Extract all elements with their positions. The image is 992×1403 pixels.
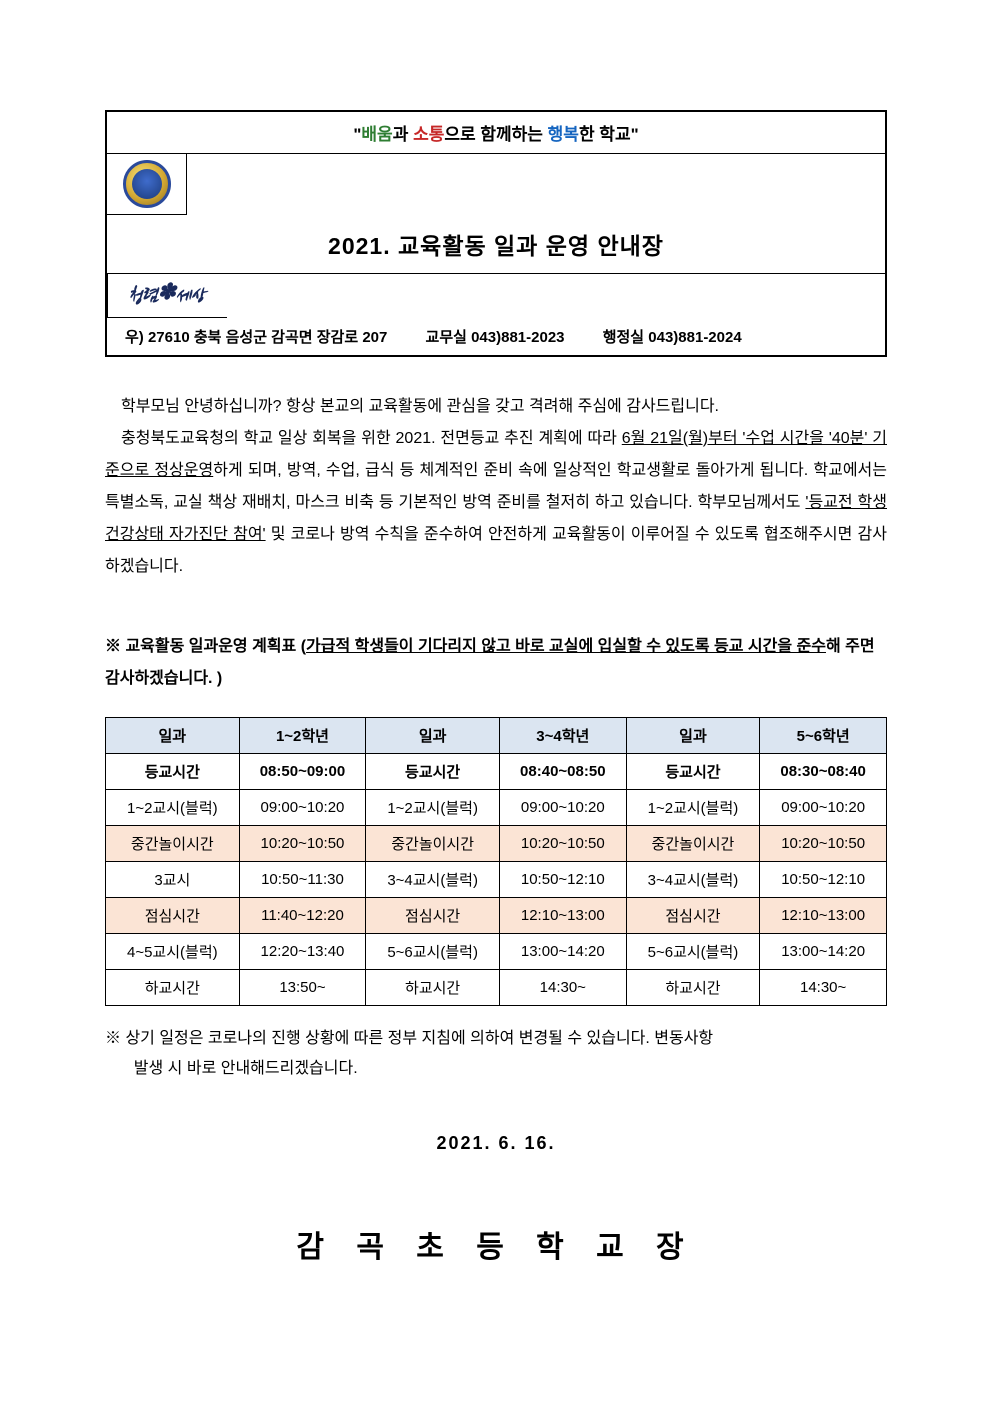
schedule-note-underline: 가급적 학생들이 기다리지 않고 바로 교실에 입실할 수 있도록 등교 시간을… <box>306 638 826 655</box>
slogan-t1: 과 <box>393 125 413 144</box>
schedule-time-cell: 14:30~ <box>760 970 887 1006</box>
slogan-word-1: 배움 <box>361 125 392 144</box>
schedule-label-cell: 5~6교시(블럭) <box>626 934 760 970</box>
schedule-col-3: 3~4학년 <box>499 718 626 754</box>
schedule-label-cell: 등교시간 <box>626 754 760 790</box>
schedule-time-cell: 10:20~10:50 <box>239 826 366 862</box>
footnote-line1: ※ 상기 일정은 코로나의 진행 상황에 따른 정부 지침에 의하여 변경될 수… <box>105 1030 713 1047</box>
schedule-note: ※ 교육활동 일과운영 계획표 (가급적 학생들이 기다리지 않고 바로 교실에… <box>105 631 887 695</box>
schedule-row: 4~5교시(블럭)12:20~13:405~6교시(블럭)13:00~14:20… <box>106 934 887 970</box>
schedule-row: 점심시간11:40~12:20점심시간12:10~13:00점심시간12:10~… <box>106 898 887 934</box>
contact-office1: 교무실 043)881-2023 <box>426 326 565 347</box>
schedule-label-cell: 점심시간 <box>626 898 760 934</box>
contact-office1-label: 교무실 <box>426 329 467 346</box>
schedule-col-1: 1~2학년 <box>239 718 366 754</box>
document-header: "배움과 소통으로 함께하는 행복한 학교" 2021. 교육활동 일과 운영 … <box>105 110 887 357</box>
integrity-logo-cell: 청렴✽세상 <box>107 274 227 318</box>
body-p2a: 충청북도교육청의 학교 일상 회복을 위한 2021. 전면등교 추진 계획에 … <box>121 430 622 447</box>
integrity-logo-text: 청렴✽세상 <box>129 280 206 311</box>
schedule-time-cell: 13:50~ <box>239 970 366 1006</box>
schedule-label-cell: 5~6교시(블럭) <box>366 934 500 970</box>
schedule-time-cell: 08:40~08:50 <box>499 754 626 790</box>
schedule-time-cell: 10:20~10:50 <box>499 826 626 862</box>
body-p1: 학부모님 안녕하십니까? 항상 본교의 교육활동에 관심을 갖고 격려해 주심에… <box>105 391 887 423</box>
document-title: 2021. 교육활동 일과 운영 안내장 <box>107 215 885 274</box>
schedule-col-4: 일과 <box>626 718 760 754</box>
schedule-label-cell: 등교시간 <box>106 754 240 790</box>
contact-office2-label: 행정실 <box>603 329 644 346</box>
contact-office2-num: 043)881-2024 <box>648 329 741 346</box>
schedule-col-0: 일과 <box>106 718 240 754</box>
schedule-time-cell: 10:50~11:30 <box>239 862 366 898</box>
schedule-label-cell: 4~5교시(블럭) <box>106 934 240 970</box>
schedule-label-cell: 등교시간 <box>366 754 500 790</box>
schedule-col-5: 5~6학년 <box>760 718 887 754</box>
schedule-label-cell: 1~2교시(블럭) <box>626 790 760 826</box>
document-date: 2021. 6. 16. <box>105 1133 887 1154</box>
slogan-word-3: 행복 <box>548 125 579 144</box>
schedule-label-cell: 하교시간 <box>106 970 240 1006</box>
schedule-row: 중간놀이시간10:20~10:50중간놀이시간10:20~10:50중간놀이시간… <box>106 826 887 862</box>
schedule-time-cell: 08:30~08:40 <box>760 754 887 790</box>
school-badge-icon <box>123 160 171 208</box>
schedule-time-cell: 09:00~10:20 <box>760 790 887 826</box>
slogan-word-2: 소통 <box>413 125 444 144</box>
schedule-label-cell: 중간놀이시간 <box>106 826 240 862</box>
schedule-label-cell: 3~4교시(블럭) <box>366 862 500 898</box>
schedule-label-cell: 점심시간 <box>366 898 500 934</box>
schedule-row: 등교시간08:50~09:00등교시간08:40~08:50등교시간08:30~… <box>106 754 887 790</box>
schedule-label-cell: 1~2교시(블럭) <box>106 790 240 826</box>
schedule-time-cell: 12:20~13:40 <box>239 934 366 970</box>
schedule-time-cell: 10:50~12:10 <box>760 862 887 898</box>
schedule-label-cell: 하교시간 <box>626 970 760 1006</box>
schedule-col-2: 일과 <box>366 718 500 754</box>
footnote-line2: 발생 시 바로 안내해드리겠습니다. <box>105 1054 887 1084</box>
schedule-time-cell: 13:00~14:20 <box>760 934 887 970</box>
contact-row: 우) 27610 충북 음성군 감곡면 장감로 207 교무실 043)881-… <box>106 318 886 356</box>
schedule-row: 3교시10:50~11:303~4교시(블럭)10:50~12:103~4교시(… <box>106 862 887 898</box>
schedule-label-cell: 중간놀이시간 <box>626 826 760 862</box>
schedule-time-cell: 08:50~09:00 <box>239 754 366 790</box>
schedule-header-row: 일과1~2학년일과3~4학년일과5~6학년 <box>106 718 887 754</box>
schedule-label-cell: 중간놀이시간 <box>366 826 500 862</box>
schedule-time-cell: 09:00~10:20 <box>239 790 366 826</box>
contact-office2: 행정실 043)881-2024 <box>603 326 742 347</box>
slogan-t3: 한 학교" <box>579 125 639 144</box>
schedule-time-cell: 10:50~12:10 <box>499 862 626 898</box>
schedule-note-prefix: ※ 교육활동 일과운영 계획표 ( <box>105 638 306 655</box>
schedule-time-cell: 10:20~10:50 <box>760 826 887 862</box>
schedule-time-cell: 12:10~13:00 <box>760 898 887 934</box>
schedule-label-cell: 점심시간 <box>106 898 240 934</box>
schedule-label-cell: 하교시간 <box>366 970 500 1006</box>
principal-signature: 감 곡 초 등 학 교 장 <box>105 1222 887 1266</box>
body-p2: 충청북도교육청의 학교 일상 회복을 위한 2021. 전면등교 추진 계획에 … <box>105 423 887 583</box>
contact-office1-num: 043)881-2023 <box>471 329 564 346</box>
schedule-row: 1~2교시(블럭)09:00~10:201~2교시(블럭)09:00~10:20… <box>106 790 887 826</box>
schedule-time-cell: 14:30~ <box>499 970 626 1006</box>
body-text: 학부모님 안녕하십니까? 항상 본교의 교육활동에 관심을 갖고 격려해 주심에… <box>105 391 887 583</box>
school-logo-cell <box>107 154 187 215</box>
schedule-label-cell: 3교시 <box>106 862 240 898</box>
schedule-time-cell: 11:40~12:20 <box>239 898 366 934</box>
schedule-time-cell: 13:00~14:20 <box>499 934 626 970</box>
schedule-label-cell: 3~4교시(블럭) <box>626 862 760 898</box>
schedule-label-cell: 1~2교시(블럭) <box>366 790 500 826</box>
schedule-row: 하교시간13:50~하교시간14:30~하교시간14:30~ <box>106 970 887 1006</box>
footnote: ※ 상기 일정은 코로나의 진행 상황에 따른 정부 지침에 의하여 변경될 수… <box>105 1024 887 1085</box>
schedule-time-cell: 12:10~13:00 <box>499 898 626 934</box>
body-p2b: 하게 되며, 방역, 수업, 급식 등 체계적인 준비 속에 일상적인 학교생활… <box>105 462 887 511</box>
contact-address: 우) 27610 충북 음성군 감곡면 장감로 207 <box>125 326 387 347</box>
schedule-time-cell: 09:00~10:20 <box>499 790 626 826</box>
schedule-table: 일과1~2학년일과3~4학년일과5~6학년 등교시간08:50~09:00등교시… <box>105 717 887 1006</box>
header-slogan: "배움과 소통으로 함께하는 행복한 학교" <box>106 111 886 154</box>
slogan-t2: 으로 함께하는 <box>444 125 547 144</box>
